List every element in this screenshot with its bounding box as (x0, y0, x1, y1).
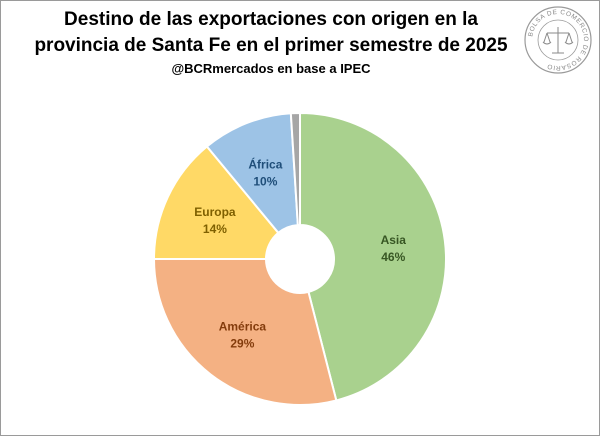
slice-label-asia: Asia 46% (381, 233, 407, 264)
slice-africa (205, 112, 299, 235)
slice-label-america: América 29% (219, 319, 267, 350)
chart-title-line-2: provincia de Santa Fe en el primer semes… (34, 35, 508, 56)
slice-value-africa: 10% (253, 175, 277, 189)
bcr-seal-logo: BOLSA DE COMERCIO DE ROSARIO (524, 6, 592, 74)
slice-category-europa: Europa (194, 205, 236, 219)
slice-value-europa: 14% (203, 222, 227, 236)
slice-america (152, 258, 338, 406)
slice-category-africa: África (248, 157, 282, 172)
slice-asia (299, 111, 447, 402)
slice-europa (152, 145, 280, 260)
slice-value-asia: 46% (381, 250, 405, 264)
chart-title: Destino de las exportaciones con origen … (1, 7, 541, 59)
slice-category-asia: Asia (381, 233, 407, 247)
slice-category-america: América (219, 319, 267, 333)
slice-value-america: 29% (230, 336, 254, 350)
slice-otros (289, 111, 301, 227)
chart-subtitle: @BCRmercados en base a IPEC (171, 61, 371, 76)
slice-label-africa: África 10% (248, 157, 282, 189)
slice-label-europa: Europa 14% (194, 205, 236, 236)
chart-title-line-1: Destino de las exportaciones con origen … (64, 9, 478, 30)
